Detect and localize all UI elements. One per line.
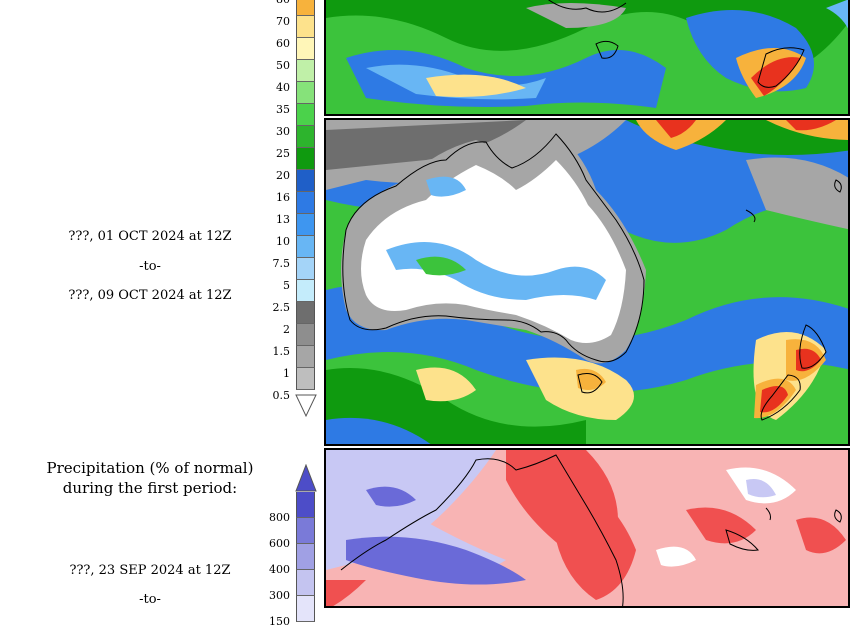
map-panel-top	[324, 0, 850, 116]
colorbar-tick-label: 7.5	[272, 257, 291, 270]
colorbar-swatch	[296, 192, 315, 214]
colorbar-tick-label: 80	[250, 0, 290, 6]
colorbar-swatch	[296, 170, 315, 192]
colorbar-min-arrow	[295, 394, 317, 418]
pct-normal-title-line2: during the first period:	[62, 479, 238, 497]
colorbar-tick-label: 0.5	[272, 389, 291, 402]
period-separator-label: -to-	[139, 259, 161, 274]
pct-period-start-label: ???, 23 SEP 2024 at 12Z	[69, 563, 231, 578]
colorbar-swatch	[296, 104, 315, 126]
colorbar-swatch	[296, 126, 315, 148]
colorbar-tick-label: 20	[276, 169, 290, 182]
colorbar-tick-label: 16	[276, 191, 290, 204]
pct-colorbar-swatch	[296, 492, 315, 518]
colorbar-swatch	[296, 82, 315, 104]
colorbar-swatch	[296, 148, 315, 170]
colorbar-swatch	[296, 346, 315, 368]
colorbar-tick-label: 5	[283, 279, 290, 292]
colorbar-tick-label: 60	[276, 37, 290, 50]
precip-colorbar: 80 70 60 50 40 35 30 25 20 16 13 10 7.5 5 2.5 2 1.5 1 0.5	[0, 0, 320, 420]
colorbar-tick-label: 70	[276, 15, 290, 28]
colorbar-tick-label: 30	[276, 125, 290, 138]
colorbar-swatch	[296, 0, 315, 16]
period-end-label: ???, 09 OCT 2024 at 12Z	[68, 288, 232, 303]
colorbar-tick-label: 35	[276, 103, 290, 116]
map-panel-bottom	[324, 448, 850, 608]
colorbar-tick-label: 40	[276, 81, 290, 94]
pct-colorbar-swatch	[296, 544, 315, 570]
colorbar-swatch	[296, 302, 315, 324]
colorbar-swatch	[296, 60, 315, 82]
colorbar-swatch	[296, 258, 315, 280]
colorbar-swatch	[296, 16, 315, 38]
period-start-label: ???, 01 OCT 2024 at 12Z	[68, 229, 232, 244]
pct-colorbar-tick-label: 150	[269, 615, 290, 628]
pct-colorbar-tick-label: 300	[269, 589, 290, 602]
colorbar-tick-label: 2.5	[272, 301, 291, 314]
colorbar-tick-label: 10	[276, 235, 290, 248]
colorbar-swatch	[296, 280, 315, 302]
pct-colorbar-tick-label: 800	[269, 511, 290, 524]
pct-normal-title-line1: Precipitation (% of normal)	[46, 459, 254, 477]
map-panel-middle	[324, 118, 850, 446]
colorbar-tick-label: 2	[283, 323, 290, 336]
colorbar-tick-label: 13	[276, 213, 290, 226]
pct-colorbar-swatch	[296, 518, 315, 544]
colorbar-swatch	[296, 38, 315, 60]
colorbar-swatch	[296, 324, 315, 346]
pct-colorbar-tick-label: 600	[269, 537, 290, 550]
colorbar-swatch	[296, 368, 315, 390]
pct-normal-colorbar: 800 600 400 300 150	[0, 460, 320, 628]
colorbar-tick-label: 1	[283, 367, 290, 380]
colorbar-tick-label: 50	[276, 59, 290, 72]
colorbar-tick-label: 25	[276, 147, 290, 160]
pct-normal-title: Precipitation (% of normal) during the f…	[20, 458, 280, 498]
pct-colorbar-tick-label: 400	[269, 563, 290, 576]
colorbar-swatch	[296, 214, 315, 236]
colorbar-max-arrow	[295, 464, 317, 492]
colorbar-swatch	[296, 236, 315, 258]
pct-colorbar-swatch	[296, 570, 315, 596]
colorbar-tick-label: 1.5	[272, 345, 291, 358]
